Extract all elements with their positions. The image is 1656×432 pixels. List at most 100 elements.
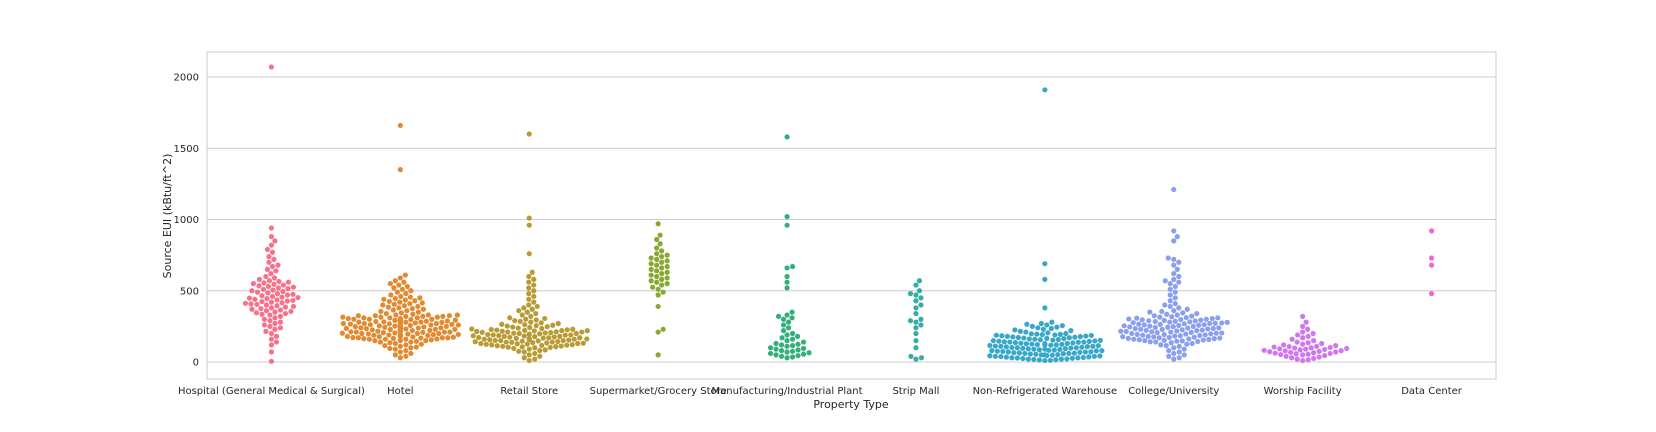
y-tick-label: 500 (180, 286, 199, 297)
data-point (1305, 357, 1311, 363)
data-point (519, 338, 525, 344)
data-point (1026, 336, 1032, 342)
data-point (1171, 276, 1177, 282)
data-point (494, 343, 500, 349)
data-point (1001, 339, 1007, 345)
data-point (1055, 336, 1061, 343)
data-point (1062, 346, 1068, 352)
data-point (499, 328, 505, 334)
data-point (1069, 355, 1075, 361)
data-point (410, 311, 416, 317)
data-point (412, 298, 418, 304)
data-point (532, 334, 538, 340)
data-point (1327, 350, 1333, 357)
data-point (778, 353, 785, 359)
data-point (397, 338, 403, 344)
data-point (1187, 319, 1193, 325)
data-point (519, 312, 525, 318)
data-point (584, 328, 590, 334)
data-point (392, 317, 398, 323)
data-point (1082, 349, 1088, 355)
data-point (1289, 336, 1295, 342)
data-point (1126, 316, 1132, 322)
data-point (1146, 318, 1152, 324)
data-point (999, 333, 1005, 339)
data-point (1174, 266, 1180, 272)
data-point (1303, 319, 1309, 325)
data-point (513, 335, 519, 341)
data-point (272, 238, 278, 244)
data-point (386, 321, 392, 327)
data-point (918, 355, 925, 361)
data-point (1163, 343, 1169, 349)
data-point (1142, 338, 1148, 344)
data-point (1068, 345, 1074, 351)
data-point (528, 313, 534, 319)
data-point (655, 329, 661, 335)
data-point (1192, 318, 1198, 324)
data-point (1044, 335, 1050, 341)
data-point (1217, 335, 1223, 341)
data-point (1208, 331, 1214, 337)
data-point (785, 319, 792, 325)
x-tick-label: College/University (1128, 386, 1219, 397)
data-point (655, 352, 661, 358)
swarm-points (242, 64, 1435, 364)
data-point (1070, 340, 1076, 346)
data-point (1174, 234, 1180, 240)
data-point (1300, 335, 1306, 341)
data-point (391, 285, 397, 291)
data-point (356, 319, 362, 325)
data-point (577, 335, 583, 341)
data-point (992, 353, 998, 359)
x-tick-label: Non-Refrigerated Warehouse (973, 386, 1118, 397)
data-point (285, 286, 291, 292)
data-point (505, 329, 511, 335)
data-point (784, 355, 790, 361)
data-point (268, 64, 275, 70)
data-point (1042, 352, 1048, 358)
data-point (1055, 351, 1061, 358)
data-point (1333, 343, 1339, 349)
data-point (344, 333, 350, 339)
data-point (1048, 342, 1054, 348)
data-point (1333, 349, 1339, 355)
data-point (271, 275, 278, 281)
data-point (1042, 305, 1048, 311)
data-point (277, 319, 284, 325)
data-point (1210, 325, 1216, 331)
data-point (392, 340, 398, 347)
data-point (1294, 356, 1300, 362)
data-point (492, 337, 498, 343)
data-point (569, 342, 575, 348)
data-point (1120, 334, 1126, 340)
data-point (654, 273, 660, 280)
data-point (405, 331, 411, 337)
data-point (1161, 332, 1167, 338)
data-point (1295, 332, 1301, 338)
data-point (1048, 325, 1054, 332)
data-point (1051, 347, 1057, 353)
data-point (1196, 322, 1202, 328)
data-point (269, 249, 276, 255)
data-point (779, 335, 785, 341)
data-point (784, 312, 790, 318)
data-point (387, 315, 393, 321)
data-point (267, 323, 273, 329)
data-point (446, 313, 452, 319)
data-point (409, 305, 415, 312)
data-point (1141, 322, 1147, 328)
data-point (913, 338, 919, 344)
data-point (284, 292, 291, 298)
data-point (361, 315, 367, 321)
data-point (1057, 346, 1063, 353)
data-point (1176, 343, 1182, 349)
data-point (521, 305, 527, 311)
data-point (1314, 343, 1320, 349)
data-point (1086, 338, 1092, 345)
data-point (1005, 349, 1011, 355)
data-point (358, 325, 364, 331)
data-point (775, 313, 782, 319)
data-point (266, 278, 273, 284)
data-point (549, 339, 555, 345)
